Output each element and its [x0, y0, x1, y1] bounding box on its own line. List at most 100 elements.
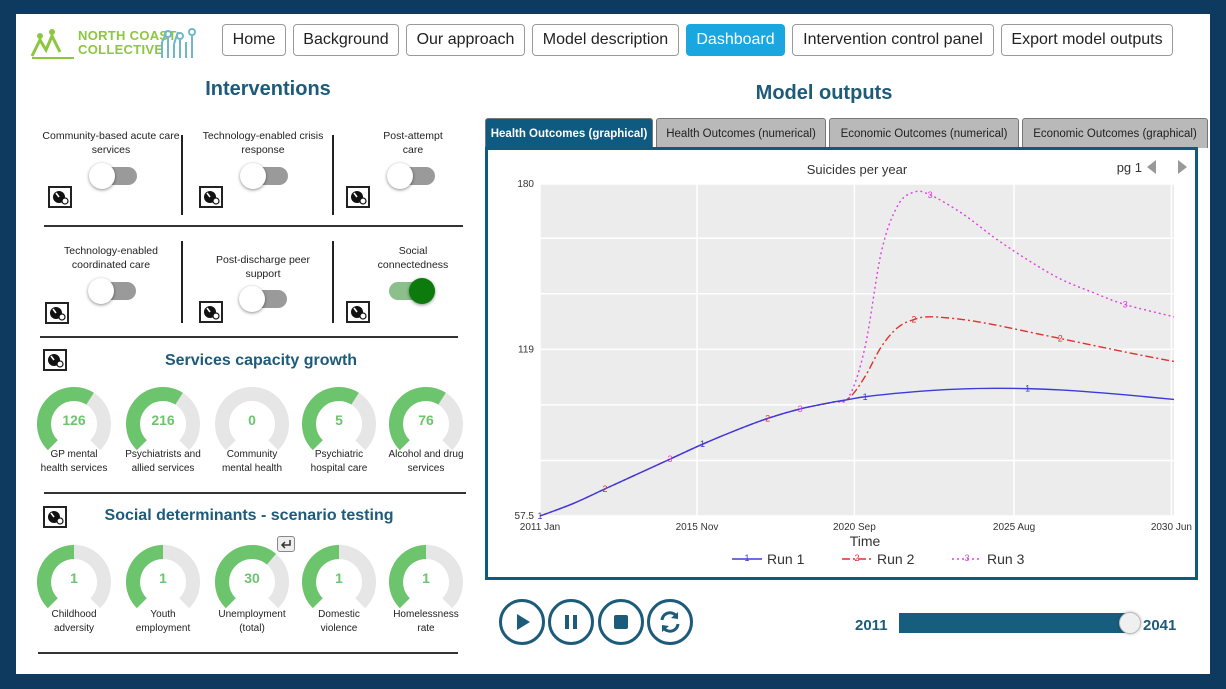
y-tick-label: 119 [518, 344, 534, 355]
series-marker: 3 [1123, 300, 1128, 310]
nav-our-approach-button[interactable]: Our approach [406, 24, 525, 56]
settings-gear-button-social-connectedness[interactable] [346, 301, 370, 323]
nav-background-button[interactable]: Background [293, 24, 399, 56]
social-gauge[interactable]: 1 Youth employment [125, 544, 201, 636]
undo-button[interactable] [277, 536, 295, 552]
capacity-gauge[interactable]: 5 Psychiatric hospital care [301, 386, 377, 476]
legend-label: Run 3 [987, 551, 1025, 567]
x-tick-label: 2020 Sep [833, 522, 876, 533]
series-marker: 2 [911, 315, 916, 325]
settings-gear-button-social[interactable] [43, 506, 67, 528]
gauge-label: Youth employment [135, 609, 191, 634]
nav-model-description-button[interactable]: Model description [532, 24, 679, 56]
toggle-community-acute[interactable] [89, 163, 137, 189]
nav-export-model-outputs-button[interactable]: Export model outputs [1001, 24, 1173, 56]
gauge-label: Childhood adversity [51, 609, 97, 634]
gauge-label: Psychiatric hospital care [310, 449, 368, 474]
toggle-social-connectedness[interactable] [389, 278, 435, 304]
gauge-arc [215, 387, 289, 450]
logo-figures-icon [30, 29, 74, 59]
stop-button[interactable] [598, 599, 644, 645]
gauge-arc [389, 545, 463, 608]
series-marker: 3 [668, 454, 673, 464]
capacity-gauge[interactable]: 76 Alcohol and drug services [388, 386, 464, 476]
series-line-1 [539, 387, 1175, 517]
x-tick-label: 2030 Jun [1151, 522, 1192, 533]
social-gauge[interactable]: 30 Unemployment (total) [214, 544, 290, 636]
nav-dashboard-button[interactable]: Dashboard [686, 24, 785, 56]
divider [332, 135, 334, 215]
settings-gear-button-community-acute[interactable] [48, 186, 72, 208]
tab-economic-graphical[interactable]: Economic Outcomes (graphical) [1022, 118, 1208, 148]
pause-icon [565, 615, 577, 629]
chart-title: Suicides per year [807, 162, 908, 177]
social-gauge[interactable]: 1 Homelessness rate [388, 544, 464, 636]
gauge-value: 1 [335, 570, 343, 586]
timeline-slider-handle[interactable] [1119, 612, 1142, 634]
logo-people-icon [161, 28, 196, 58]
tab-health-graphical[interactable]: Health Outcomes (graphical) [485, 118, 653, 148]
social-gauge[interactable]: 1 Childhood adversity [36, 544, 112, 636]
gauge-value: 1 [422, 570, 430, 586]
prev-page-icon[interactable] [1147, 160, 1156, 174]
toggle-knob [239, 286, 265, 312]
toggle-post-attempt[interactable] [387, 163, 435, 189]
tab-economic-numerical[interactable]: Economic Outcomes (numerical) [829, 118, 1019, 148]
divider [40, 336, 458, 338]
social-gauge[interactable]: 1 Domestic violence [301, 544, 377, 636]
gauge-gear-icon [351, 306, 367, 320]
timeline-slider-track[interactable] [899, 613, 1135, 633]
next-page-icon[interactable] [1178, 160, 1187, 174]
intervention-label: Post-attempt care [383, 130, 443, 156]
divider [332, 241, 334, 323]
intervention-label: Community-based acute care services [42, 130, 180, 156]
gauge-value: 1 [159, 570, 167, 586]
gauge-arc [37, 387, 111, 450]
gauge-value: 0 [248, 412, 256, 428]
gauge-gear-icon [50, 307, 66, 321]
x-tick-label: 2015 Nov [676, 522, 719, 533]
app-frame: NORTH COAST COLLECTIVE Home Background O… [16, 14, 1210, 674]
reset-button[interactable] [647, 599, 693, 645]
tab-health-numerical[interactable]: Health Outcomes (numerical) [656, 118, 826, 148]
legend-marker: 1 [744, 553, 749, 563]
legend-label: Run 2 [877, 551, 915, 567]
toggle-tech-coordinated[interactable] [88, 278, 136, 304]
gauge-label: Community mental health [221, 449, 283, 474]
intervention-tech-coordinated: Technology-enabled coordinated care [41, 244, 181, 272]
gauge-gear-icon [48, 354, 64, 368]
timeline-start-year: 2011 [855, 617, 888, 634]
y-tick-label: 180 [517, 179, 534, 190]
capacity-gauge[interactable]: 126 GP mental health services [36, 386, 112, 476]
legend-marker: 3 [964, 553, 969, 563]
series-marker: 2 [1058, 333, 1063, 343]
stop-icon [614, 615, 628, 629]
model-outputs-title: Model outputs [755, 82, 893, 104]
play-button[interactable] [499, 599, 545, 645]
gauge-arc [302, 387, 376, 450]
social-title: Social determinants - scenario testing [104, 507, 394, 524]
series-marker: 1 [700, 439, 705, 449]
gauge-label: Psychiatrists and allied services [125, 449, 201, 474]
capacity-gauge[interactable]: 0 Community mental health [214, 386, 290, 476]
divider [44, 492, 466, 494]
toggle-tech-crisis[interactable] [240, 163, 288, 189]
capacity-gauge[interactable]: 216 Psychiatrists and allied services [125, 386, 201, 476]
gauge-arc [389, 387, 463, 450]
nav-intervention-control-panel-button[interactable]: Intervention control panel [792, 24, 994, 56]
toggle-post-discharge[interactable] [239, 286, 287, 312]
settings-gear-button-post-attempt[interactable] [346, 186, 370, 208]
nav-home-button[interactable]: Home [222, 24, 286, 56]
series-marker: 1 [1025, 384, 1030, 394]
gauge-label: Unemployment (total) [218, 609, 286, 634]
settings-gear-button-tech-coordinated[interactable] [45, 302, 69, 324]
play-icon [517, 614, 530, 630]
pause-button[interactable] [548, 599, 594, 645]
settings-gear-button-capacity[interactable] [43, 349, 67, 371]
series-marker: 3 [798, 404, 803, 414]
series-line-3 [539, 190, 1175, 517]
settings-gear-button-tech-crisis[interactable] [199, 186, 223, 208]
settings-gear-button-post-discharge[interactable] [199, 301, 223, 323]
intervention-tech-crisis: Technology-enabled crisis response [193, 129, 333, 157]
gauge-value: 216 [151, 412, 175, 428]
